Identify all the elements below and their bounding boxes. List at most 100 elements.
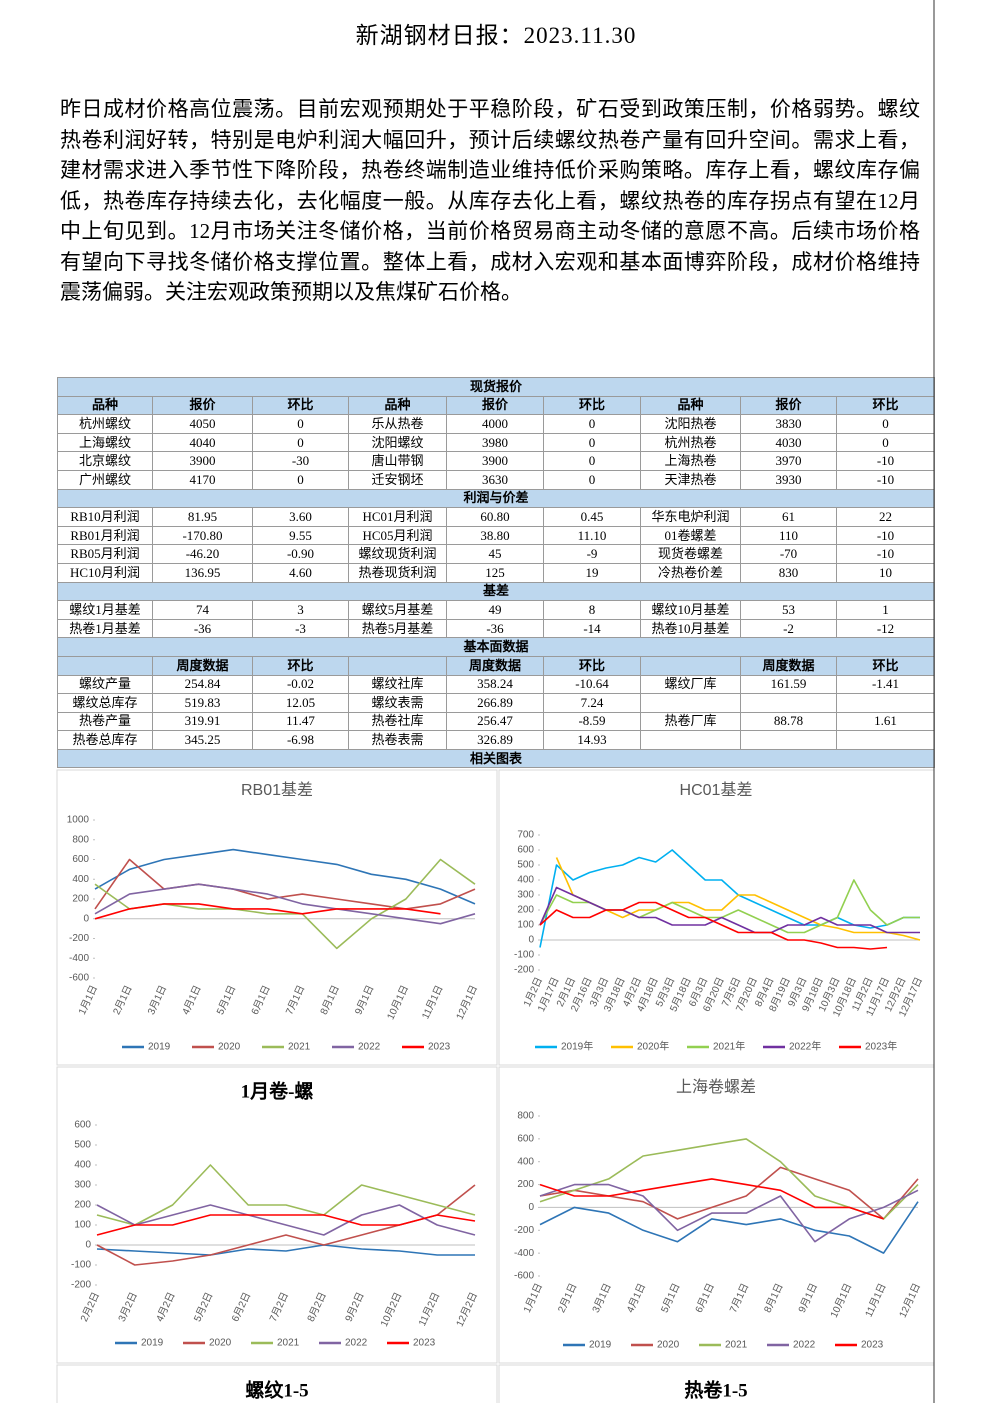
y-tick-label: 200	[517, 905, 534, 916]
x-tick-label: 6月1日	[249, 983, 273, 1016]
legend-label: 2020年	[637, 1040, 669, 1053]
table-cell: HC10月利润	[57, 562, 153, 583]
table-cell: 0	[252, 414, 349, 434]
table-cell: 螺纹10月基差	[640, 600, 741, 620]
table-cell: 3980	[446, 432, 544, 453]
column-header: 环比	[836, 395, 935, 416]
legend-label: 2020	[218, 1042, 241, 1053]
x-tick-label: 12月2日	[454, 1290, 480, 1328]
table-cell: 螺纹表需	[348, 693, 447, 713]
x-tick-label: 6月2日	[229, 1290, 253, 1323]
y-tick-label: 500	[517, 860, 534, 871]
series-line	[539, 1183, 919, 1243]
column-header: 品种	[640, 395, 741, 416]
x-tick-label: 2月1日	[555, 1281, 579, 1314]
series-line	[94, 903, 441, 920]
table-cell: 136.95	[152, 562, 253, 583]
y-tick-label: -100	[514, 950, 534, 961]
column-header: 品种	[348, 395, 447, 416]
legend-label: 2023年	[865, 1040, 897, 1053]
column-header: 报价	[446, 395, 544, 416]
y-tick-label: -600	[514, 1271, 534, 1282]
x-tick-label: 7月1日	[727, 1281, 751, 1314]
x-tick-label: 5月1日	[214, 983, 238, 1016]
x-tick-label: 4月2日	[154, 1290, 178, 1323]
column-header: 周度数据	[446, 655, 544, 676]
table-cell: 华东电炉利润	[640, 507, 741, 527]
table-row: RB10月利润 81.95 3.60 HC01月利润 60.80 0.45 华东电炉利润 61…	[57, 507, 935, 527]
table-row: 品种 报价 环比 品种 报价 环比 品种 报价 环比	[57, 395, 935, 416]
legend-label: 2019年	[561, 1040, 593, 1053]
y-tick-label: 800	[517, 1111, 534, 1122]
y-tick-label: 600	[517, 845, 534, 856]
table-row: 杭州螺纹 4050 0 乐从热卷 4000 0 沈阳热卷 3830 0	[57, 414, 935, 434]
chart-title: 上海卷螺差	[676, 1078, 756, 1096]
table-row: 热卷总库存 345.25 -6.98 热卷表需 326.89 14.93	[57, 730, 935, 750]
series-line	[539, 1166, 919, 1220]
chart-frame	[56, 1066, 498, 1364]
x-tick-label: 1月1日	[521, 1281, 545, 1314]
x-tick-label: 4月1日	[624, 1281, 648, 1314]
y-tick-label: 800	[72, 834, 89, 845]
table-cell: 01卷螺差	[640, 525, 741, 546]
x-tick-label: 2月1日	[111, 983, 135, 1016]
table-cell: 3970	[740, 451, 837, 471]
table-cell: 12.05	[252, 693, 349, 713]
table-row: 热卷产量 319.91 11.47 热卷社库 256.47 -8.59 热卷厂库 88.78 1…	[57, 711, 935, 732]
x-tick-label: 10月1日	[385, 983, 411, 1021]
legend-label: 2020	[657, 1340, 680, 1351]
legend-label: 2021	[288, 1042, 311, 1053]
table-cell: 4040	[152, 432, 253, 453]
series-line	[539, 1138, 919, 1220]
y-tick-label: 0	[528, 935, 534, 946]
table-cell: 天津热卷	[640, 469, 741, 490]
y-tick-label: 400	[74, 1160, 91, 1171]
section-title: 相关图表	[57, 748, 935, 769]
table-cell: RB01月利润	[57, 525, 153, 546]
y-tick-label: 100	[74, 1220, 91, 1231]
legend-label: 2019	[589, 1340, 612, 1351]
y-tick-label: 100	[517, 920, 534, 931]
x-tick-label: 8月1日	[318, 983, 342, 1016]
table-row: 热卷1月基差 -36 -3 热卷5月基差 -36 -14 热卷10月基差 -2 -12	[57, 618, 935, 639]
table-cell: 热卷表需	[348, 730, 447, 750]
series-line	[96, 1164, 476, 1226]
y-tick-label: 1000	[67, 815, 90, 826]
table-cell: HC05月利润	[348, 525, 447, 546]
table-cell: 254.84	[152, 674, 253, 695]
table-cell: 0	[543, 451, 641, 471]
table-cell: 螺纹厂库	[640, 674, 741, 695]
y-tick-label: 300	[74, 1180, 91, 1191]
column-header: 环比	[252, 395, 349, 416]
series-line	[96, 1244, 475, 1256]
column-header	[348, 655, 447, 676]
table-cell: 74	[152, 600, 253, 620]
y-tick-label: 200	[72, 894, 89, 905]
table-cell: 0	[543, 469, 641, 490]
y-tick-label: 0	[85, 1240, 91, 1251]
chart-frame	[56, 769, 498, 1066]
table-cell: 迁安钢坯	[348, 469, 447, 490]
series-line	[539, 886, 920, 934]
table-cell: 3630	[446, 469, 544, 490]
table-cell: 3830	[740, 414, 837, 434]
section-title: 现货报价	[57, 377, 935, 397]
y-tick-label: 600	[74, 1120, 91, 1131]
x-tick-label: 9月1日	[796, 1281, 820, 1314]
series-line	[539, 1178, 884, 1220]
y-tick-label: 0	[528, 1202, 534, 1213]
table-cell: 热卷厂库	[640, 711, 741, 732]
y-tick-label: 300	[517, 890, 534, 901]
series-line	[94, 858, 476, 950]
x-tick-label: 9月2日	[343, 1290, 367, 1323]
y-tick-label: 400	[72, 874, 89, 885]
section-title: 基差	[57, 581, 935, 602]
table-cell: -10	[836, 469, 935, 490]
legend-label: 2019	[141, 1338, 164, 1349]
column-header: 环比	[543, 395, 641, 416]
y-tick-label: -100	[71, 1260, 91, 1271]
x-tick-label: 11月2日	[416, 1290, 442, 1328]
y-tick-label: -200	[514, 1225, 534, 1236]
x-tick-label: 10月2日	[378, 1290, 404, 1328]
